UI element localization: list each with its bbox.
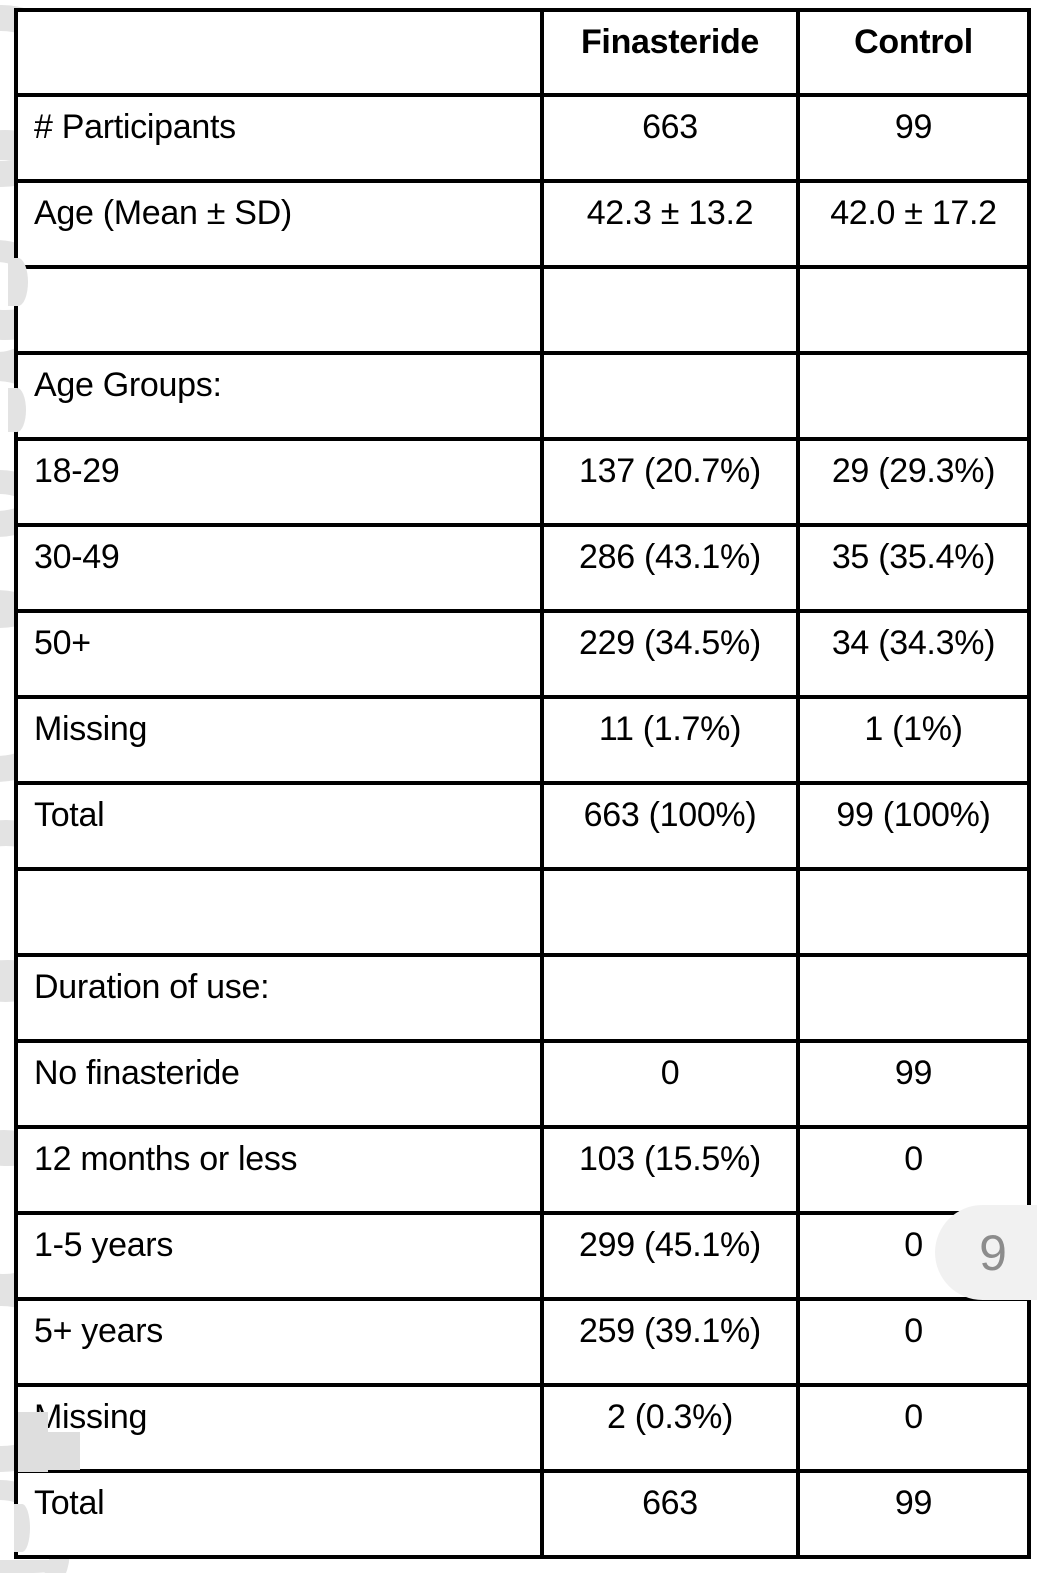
row-label <box>14 867 544 957</box>
table-row: Total 663 99 <box>14 1469 1031 1559</box>
finasteride-value: 0 <box>540 1039 800 1129</box>
finasteride-value <box>540 867 800 957</box>
row-label: 5+ years <box>14 1297 544 1387</box>
table-row: 5+ years 259 (39.1%) 0 <box>14 1297 1031 1387</box>
row-label: 18-29 <box>14 437 544 527</box>
control-value: 29 (29.3%) <box>796 437 1031 527</box>
finasteride-value: 259 (39.1%) <box>540 1297 800 1387</box>
row-label: Age Groups: <box>14 351 544 441</box>
row-label: 50+ <box>14 609 544 699</box>
row-label: # Participants <box>14 93 544 183</box>
table-row: 30-49 286 (43.1%) 35 (35.4%) <box>14 523 1031 613</box>
watermark-fragment <box>8 388 26 432</box>
table-row: Missing 2 (0.3%) 0 <box>14 1383 1031 1473</box>
control-value: 99 <box>796 1469 1031 1559</box>
table-row: # Participants 663 99 <box>14 93 1031 183</box>
row-label: 1-5 years <box>14 1211 544 1301</box>
control-value <box>796 351 1031 441</box>
control-value: 35 (35.4%) <box>796 523 1031 613</box>
control-value: 0 <box>796 1297 1031 1387</box>
control-value <box>796 867 1031 957</box>
finasteride-value: 2 (0.3%) <box>540 1383 800 1473</box>
watermark-fragment <box>18 1432 80 1470</box>
participants-table: Finasteride Control # Participants 663 9… <box>14 8 1031 1559</box>
page-number: 9 <box>979 1224 1007 1281</box>
table-row: 1-5 years 299 (45.1%) 0 <box>14 1211 1031 1301</box>
row-label: Missing <box>14 695 544 785</box>
control-value: 0 <box>796 1383 1031 1473</box>
table-row-blank <box>14 867 1031 957</box>
row-label: Total <box>14 781 544 871</box>
row-label: Age (Mean ± SD) <box>14 179 544 269</box>
control-value: 0 <box>796 1125 1031 1215</box>
row-label: Total <box>14 1469 544 1559</box>
control-value: 1 (1%) <box>796 695 1031 785</box>
watermark-fragment <box>0 1560 55 1573</box>
finasteride-value <box>540 953 800 1043</box>
row-label: 12 months or less <box>14 1125 544 1215</box>
header-finasteride: Finasteride <box>540 8 800 97</box>
control-value: 42.0 ± 17.2 <box>796 179 1031 269</box>
control-value: 99 (100%) <box>796 781 1031 871</box>
control-value: 34 (34.3%) <box>796 609 1031 699</box>
table-row: Missing 11 (1.7%) 1 (1%) <box>14 695 1031 785</box>
row-label: No finasteride <box>14 1039 544 1129</box>
control-value: 99 <box>796 93 1031 183</box>
table-row-section: Duration of use: <box>14 953 1031 1043</box>
control-value: 99 <box>796 1039 1031 1129</box>
finasteride-value: 229 (34.5%) <box>540 609 800 699</box>
header-empty <box>14 8 544 97</box>
table-row: Age (Mean ± SD) 42.3 ± 13.2 42.0 ± 17.2 <box>14 179 1031 269</box>
watermark-fragment <box>8 258 28 306</box>
row-label: Missing <box>14 1383 544 1473</box>
finasteride-value: 286 (43.1%) <box>540 523 800 613</box>
page-number-bubble: 9 <box>935 1205 1037 1300</box>
table-row-blank <box>14 265 1031 355</box>
finasteride-value: 663 <box>540 1469 800 1559</box>
finasteride-value: 299 (45.1%) <box>540 1211 800 1301</box>
row-label <box>14 265 544 355</box>
finasteride-value <box>540 351 800 441</box>
table-row: 50+ 229 (34.5%) 34 (34.3%) <box>14 609 1031 699</box>
table-row: No finasteride 0 99 <box>14 1039 1031 1129</box>
control-value <box>796 265 1031 355</box>
finasteride-value: 137 (20.7%) <box>540 437 800 527</box>
watermark-fragment <box>14 1504 30 1552</box>
finasteride-value: 663 <box>540 93 800 183</box>
finasteride-value: 663 (100%) <box>540 781 800 871</box>
table-row-section: Age Groups: <box>14 351 1031 441</box>
header-control: Control <box>796 8 1031 97</box>
table-header-row: Finasteride Control <box>14 8 1031 97</box>
table-row: 12 months or less 103 (15.5%) 0 <box>14 1125 1031 1215</box>
finasteride-value: 103 (15.5%) <box>540 1125 800 1215</box>
finasteride-value <box>540 265 800 355</box>
row-label: Duration of use: <box>14 953 544 1043</box>
table-row: Total 663 (100%) 99 (100%) <box>14 781 1031 871</box>
finasteride-value: 11 (1.7%) <box>540 695 800 785</box>
table-row: 18-29 137 (20.7%) 29 (29.3%) <box>14 437 1031 527</box>
control-value <box>796 953 1031 1043</box>
finasteride-value: 42.3 ± 13.2 <box>540 179 800 269</box>
row-label: 30-49 <box>14 523 544 613</box>
